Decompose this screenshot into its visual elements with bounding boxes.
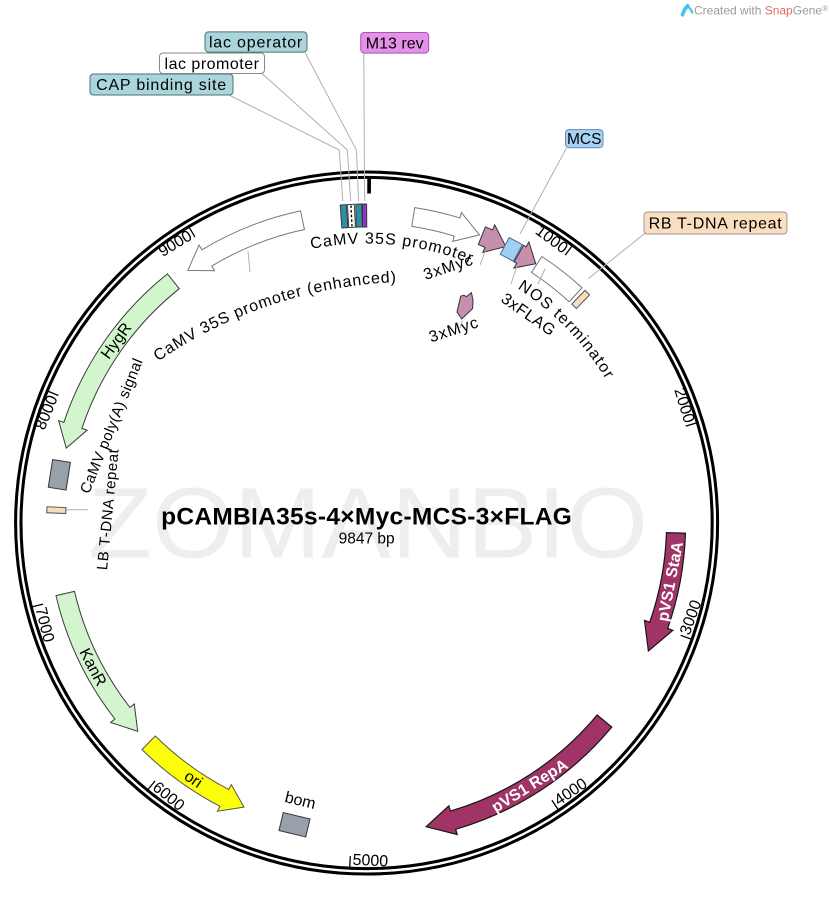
svg-text:lac operator: lac operator xyxy=(209,35,303,52)
svg-text:lac promoter: lac promoter xyxy=(165,56,260,73)
svg-text:M13 rev: M13 rev xyxy=(366,35,424,52)
svg-text:CAP binding site: CAP binding site xyxy=(96,77,227,94)
svg-text:5000: 5000 xyxy=(352,852,388,871)
svg-text:bom: bom xyxy=(283,789,317,813)
svg-text:9847 bp: 9847 bp xyxy=(339,531,395,548)
svg-text:RB T-DNA repeat: RB T-DNA repeat xyxy=(649,216,783,233)
svg-text:MCS: MCS xyxy=(567,131,601,148)
svg-text:pCAMBIA35s-4×Myc-MCS-3×FLAG: pCAMBIA35s-4×Myc-MCS-3×FLAG xyxy=(161,504,572,531)
svg-text:ZOMANBIO: ZOMANBIO xyxy=(88,468,648,580)
svg-text:Created with SnapGene®: Created with SnapGene® xyxy=(694,4,828,18)
